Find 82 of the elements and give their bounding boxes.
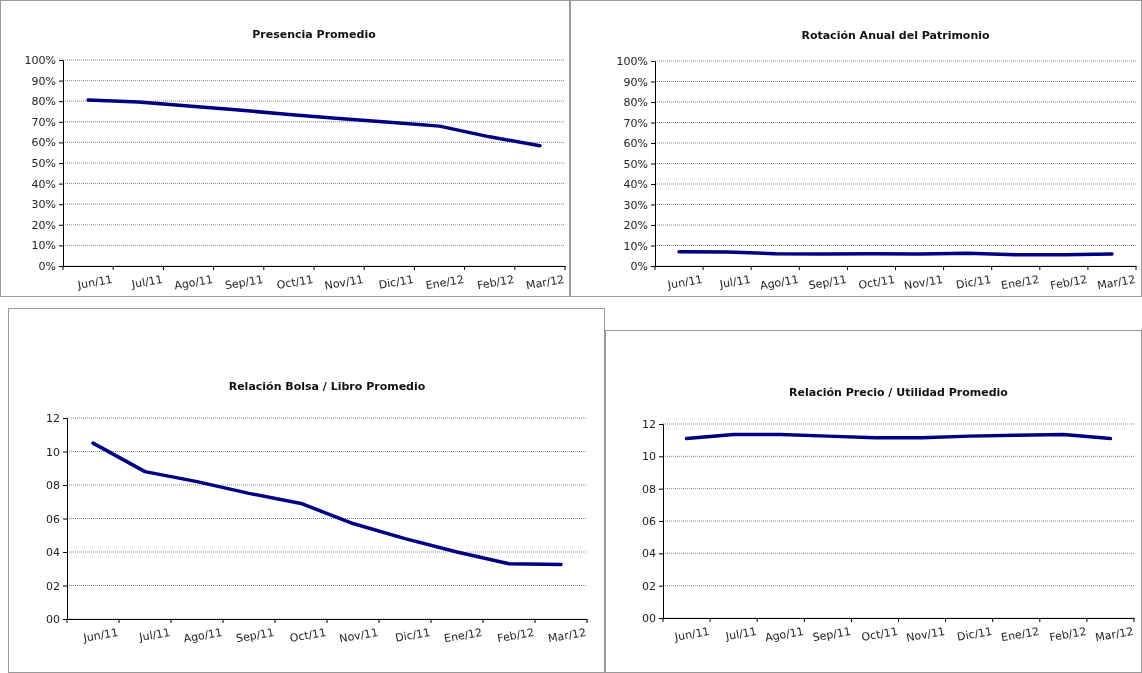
x-tick-label: Jul/11 (717, 272, 752, 292)
x-tick-label: Oct/11 (275, 272, 315, 293)
x-tick-label: Nov/11 (338, 625, 380, 646)
y-tick-label: 00 (642, 612, 656, 626)
x-tick-label: Ago/11 (759, 272, 800, 293)
x-tick-label: Oct/11 (860, 624, 899, 645)
chart-title: Rotación Anual del Patrimonio (801, 29, 991, 42)
y-tick-label: 30% (31, 198, 56, 212)
y-tick-label: 60% (31, 136, 56, 150)
chart-title: Presencia Promedio (252, 28, 377, 41)
chart-title: Relación Precio / Utilidad Promedio (789, 386, 1009, 399)
x-tick-label: Ago/11 (764, 624, 805, 645)
x-tick-label: Jul/11 (723, 624, 758, 644)
x-tick-label: Sep/11 (223, 272, 265, 293)
y-tick-label: 0% (630, 260, 648, 274)
y-tick-label: 100% (24, 54, 56, 68)
chart-title: Relación Bolsa / Libro Promedio (228, 380, 426, 393)
x-tick-label: Feb/12 (496, 625, 536, 646)
x-tick-label: Dic/11 (955, 272, 993, 292)
x-tick-label: Oct/11 (288, 625, 328, 646)
x-tick-label: Jun/11 (81, 625, 120, 645)
x-tick-label: Ene/12 (443, 625, 484, 646)
line-series (91, 441, 563, 567)
x-tick-label: Nov/11 (323, 272, 365, 293)
x-tick-label: Feb/12 (1048, 624, 1088, 645)
x-tick-label: Dic/11 (377, 272, 415, 292)
x-tick-label: Dic/11 (394, 625, 432, 645)
x-tick-label: Jul/11 (129, 272, 164, 292)
y-tick-label: 100% (616, 55, 648, 69)
y-tick-label: 08 (46, 479, 60, 493)
x-tick-label: Ago/11 (173, 272, 214, 293)
x-tick-label: Mar/12 (525, 272, 566, 293)
y-tick-label: 06 (46, 512, 60, 526)
y-tick-label: 80% (31, 95, 56, 109)
y-tick-label: 10% (31, 239, 56, 253)
y-tick-label: 90% (31, 74, 56, 88)
y-tick-label: 40% (623, 178, 648, 192)
y-tick-label: 20% (31, 218, 56, 232)
y-tick-label: 02 (46, 579, 60, 593)
y-tick-label: 02 (642, 579, 656, 593)
y-tick-label: 04 (642, 547, 656, 561)
x-tick-label: Mar/12 (1096, 272, 1137, 293)
x-tick-label: Ago/11 (182, 625, 224, 646)
y-tick-label: 12 (642, 418, 656, 432)
y-tick-label: 0% (38, 260, 56, 274)
y-tick-label: 10 (642, 450, 656, 464)
x-tick-label: Feb/12 (476, 272, 516, 293)
x-tick-label: Nov/11 (905, 624, 947, 645)
x-tick-label: Dic/11 (956, 624, 994, 644)
y-tick-label: 20% (623, 219, 648, 233)
y-tick-label: 50% (31, 157, 56, 171)
y-tick-label: 00 (46, 613, 60, 627)
x-tick-label: Mar/12 (547, 625, 588, 646)
x-tick-label: Jun/11 (665, 272, 704, 292)
y-tick-label: 30% (623, 198, 648, 212)
x-tick-label: Jun/11 (672, 624, 711, 644)
y-tick-label: 60% (623, 137, 648, 151)
x-tick-label: Ene/12 (1000, 624, 1041, 645)
y-tick-label: 10% (623, 239, 648, 253)
y-tick-label: 10 (46, 445, 60, 459)
x-tick-label: Jun/11 (75, 272, 114, 292)
line-series (86, 98, 542, 148)
x-tick-label: Ene/12 (424, 272, 465, 293)
y-tick-label: 70% (623, 116, 648, 130)
y-tick-label: 12 (46, 412, 60, 426)
x-tick-label: Sep/11 (811, 624, 852, 645)
x-tick-label: Feb/12 (1049, 272, 1089, 293)
y-tick-label: 90% (623, 75, 648, 89)
x-tick-label: Sep/11 (807, 272, 848, 293)
y-tick-label: 80% (623, 96, 648, 110)
y-tick-label: 40% (31, 177, 56, 191)
x-tick-label: Mar/12 (1094, 624, 1135, 645)
y-tick-label: 04 (46, 546, 60, 560)
y-tick-label: 06 (642, 515, 656, 529)
y-tick-label: 08 (642, 482, 656, 496)
x-tick-label: Oct/11 (857, 272, 896, 293)
y-tick-label: 70% (31, 115, 56, 129)
x-tick-label: Jul/11 (137, 625, 172, 645)
y-tick-label: 50% (623, 157, 648, 171)
x-tick-label: Sep/11 (235, 625, 276, 646)
x-tick-label: Ene/12 (1000, 272, 1041, 293)
x-tick-label: Nov/11 (903, 272, 944, 293)
